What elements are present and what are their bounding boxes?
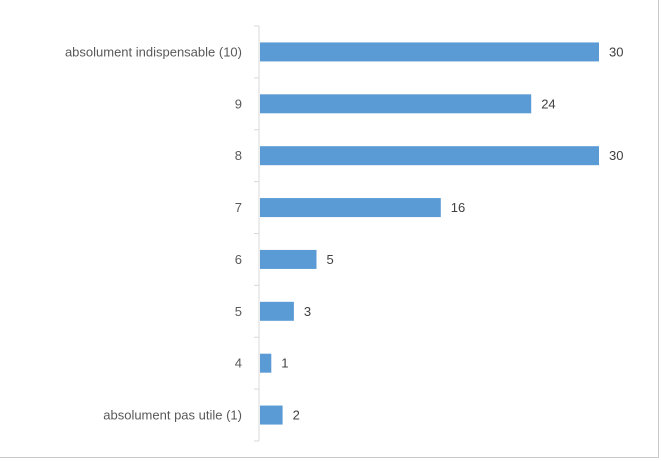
category-label: 9 — [235, 96, 242, 111]
bars-group — [260, 42, 599, 425]
value-label: 5 — [327, 252, 334, 267]
category-labels: absolument indispensable (10) 9 8 7 6 5 4 absol… — [65, 44, 242, 422]
category-label: 4 — [235, 356, 242, 371]
bar — [260, 42, 599, 62]
bar — [260, 94, 532, 114]
value-label: 24 — [541, 96, 555, 111]
category-label: 6 — [235, 252, 242, 267]
category-label: 7 — [235, 200, 242, 215]
bar — [260, 301, 294, 321]
value-label: 1 — [281, 356, 288, 371]
category-label: absolument pas utile (1) — [103, 408, 242, 423]
value-labels: 30 24 30 16 5 3 1 2 — [281, 44, 623, 422]
bar — [260, 146, 599, 166]
category-label: absolument indispensable (10) — [65, 44, 242, 59]
category-label: 5 — [235, 304, 242, 319]
bar — [260, 405, 283, 425]
value-label: 3 — [304, 304, 311, 319]
y-axis-ticks — [254, 25, 259, 442]
value-label: 30 — [609, 44, 623, 59]
value-label: 2 — [293, 408, 300, 423]
value-label: 30 — [609, 148, 623, 163]
category-label: 8 — [235, 148, 242, 163]
bar — [260, 249, 317, 269]
value-label: 16 — [451, 200, 465, 215]
bar — [260, 198, 441, 218]
bar — [260, 353, 272, 373]
